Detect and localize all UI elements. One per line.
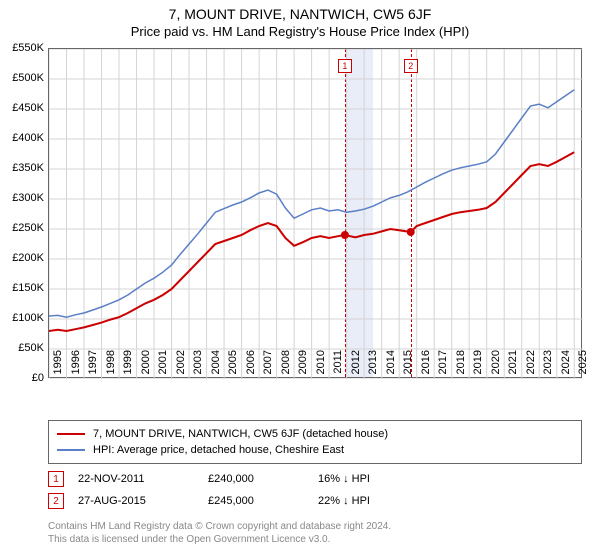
x-tick-label: 2005 xyxy=(227,350,239,382)
x-tick-label: 2003 xyxy=(192,350,204,382)
x-tick-label: 2013 xyxy=(367,350,379,382)
sale-delta-vs-hpi: 22% ↓ HPI xyxy=(318,495,438,507)
x-tick-label: 2011 xyxy=(332,350,344,382)
sale-marker-box: 1 xyxy=(48,471,64,487)
y-tick-label: £150K xyxy=(0,282,44,294)
sale-date: 22-NOV-2011 xyxy=(78,473,208,485)
x-tick-label: 2004 xyxy=(210,350,222,382)
footer-line-1: Contains HM Land Registry data © Crown c… xyxy=(48,520,582,533)
y-tick-label: £450K xyxy=(0,102,44,114)
y-tick-label: £550K xyxy=(0,42,44,54)
footer-attribution: Contains HM Land Registry data © Crown c… xyxy=(48,520,582,546)
y-tick-label: £400K xyxy=(0,132,44,144)
x-tick-label: 1995 xyxy=(52,350,64,382)
x-tick-label: 2006 xyxy=(245,350,257,382)
chart-title: 7, MOUNT DRIVE, NANTWICH, CW5 6JF xyxy=(0,6,600,22)
x-tick-label: 1996 xyxy=(70,350,82,382)
y-tick-label: £0 xyxy=(0,372,44,384)
x-tick-label: 1999 xyxy=(122,350,134,382)
sale-price: £240,000 xyxy=(208,473,318,485)
x-tick-label: 2015 xyxy=(402,350,414,382)
sale-row: 1 22-NOV-2011£240,00016% ↓ HPI xyxy=(48,468,582,490)
legend-label: HPI: Average price, detached house, Ches… xyxy=(93,444,344,456)
sale-price: £245,000 xyxy=(208,495,318,507)
legend-swatch xyxy=(57,449,85,451)
legend-swatch xyxy=(57,433,85,436)
x-tick-label: 2017 xyxy=(437,350,449,382)
sale-dot xyxy=(407,228,415,236)
legend-row: 7, MOUNT DRIVE, NANTWICH, CW5 6JF (detac… xyxy=(57,426,573,442)
chart-svg xyxy=(49,49,583,379)
x-tick-label: 2023 xyxy=(542,350,554,382)
legend: 7, MOUNT DRIVE, NANTWICH, CW5 6JF (detac… xyxy=(48,420,582,464)
sales-table: 1 22-NOV-2011£240,00016% ↓ HPI 2 27-AUG-201… xyxy=(48,468,582,512)
x-tick-label: 1998 xyxy=(105,350,117,382)
chart-subtitle: Price paid vs. HM Land Registry's House … xyxy=(0,24,600,39)
sale-dot xyxy=(341,231,349,239)
x-tick-label: 2020 xyxy=(490,350,502,382)
y-tick-label: £250K xyxy=(0,222,44,234)
x-tick-label: 1997 xyxy=(87,350,99,382)
sale-marker-flag: 2 xyxy=(404,59,418,73)
x-tick-label: 2025 xyxy=(577,350,589,382)
x-tick-label: 2012 xyxy=(350,350,362,382)
sale-date: 27-AUG-2015 xyxy=(78,495,208,507)
x-tick-label: 2007 xyxy=(262,350,274,382)
chart-plot-area: 12 xyxy=(48,48,582,378)
footer-line-2: This data is licensed under the Open Gov… xyxy=(48,533,582,546)
x-tick-label: 2008 xyxy=(280,350,292,382)
x-tick-label: 2010 xyxy=(315,350,327,382)
y-tick-label: £500K xyxy=(0,72,44,84)
x-tick-label: 2019 xyxy=(472,350,484,382)
sale-row: 2 27-AUG-2015£245,00022% ↓ HPI xyxy=(48,490,582,512)
x-tick-label: 2022 xyxy=(525,350,537,382)
y-tick-label: £300K xyxy=(0,192,44,204)
y-tick-label: £200K xyxy=(0,252,44,264)
sale-marker-box: 2 xyxy=(48,493,64,509)
x-tick-label: 2001 xyxy=(157,350,169,382)
sale-delta-vs-hpi: 16% ↓ HPI xyxy=(318,473,438,485)
x-tick-label: 2002 xyxy=(175,350,187,382)
y-tick-label: £100K xyxy=(0,312,44,324)
x-tick-label: 2024 xyxy=(560,350,572,382)
legend-label: 7, MOUNT DRIVE, NANTWICH, CW5 6JF (detac… xyxy=(93,428,388,440)
x-tick-label: 2000 xyxy=(140,350,152,382)
x-tick-label: 2014 xyxy=(385,350,397,382)
x-tick-label: 2016 xyxy=(420,350,432,382)
x-tick-label: 2018 xyxy=(455,350,467,382)
y-tick-label: £50K xyxy=(0,342,44,354)
legend-row: HPI: Average price, detached house, Ches… xyxy=(57,442,573,458)
sale-marker-flag: 1 xyxy=(338,59,352,73)
x-tick-label: 2021 xyxy=(507,350,519,382)
x-tick-label: 2009 xyxy=(297,350,309,382)
y-tick-label: £350K xyxy=(0,162,44,174)
